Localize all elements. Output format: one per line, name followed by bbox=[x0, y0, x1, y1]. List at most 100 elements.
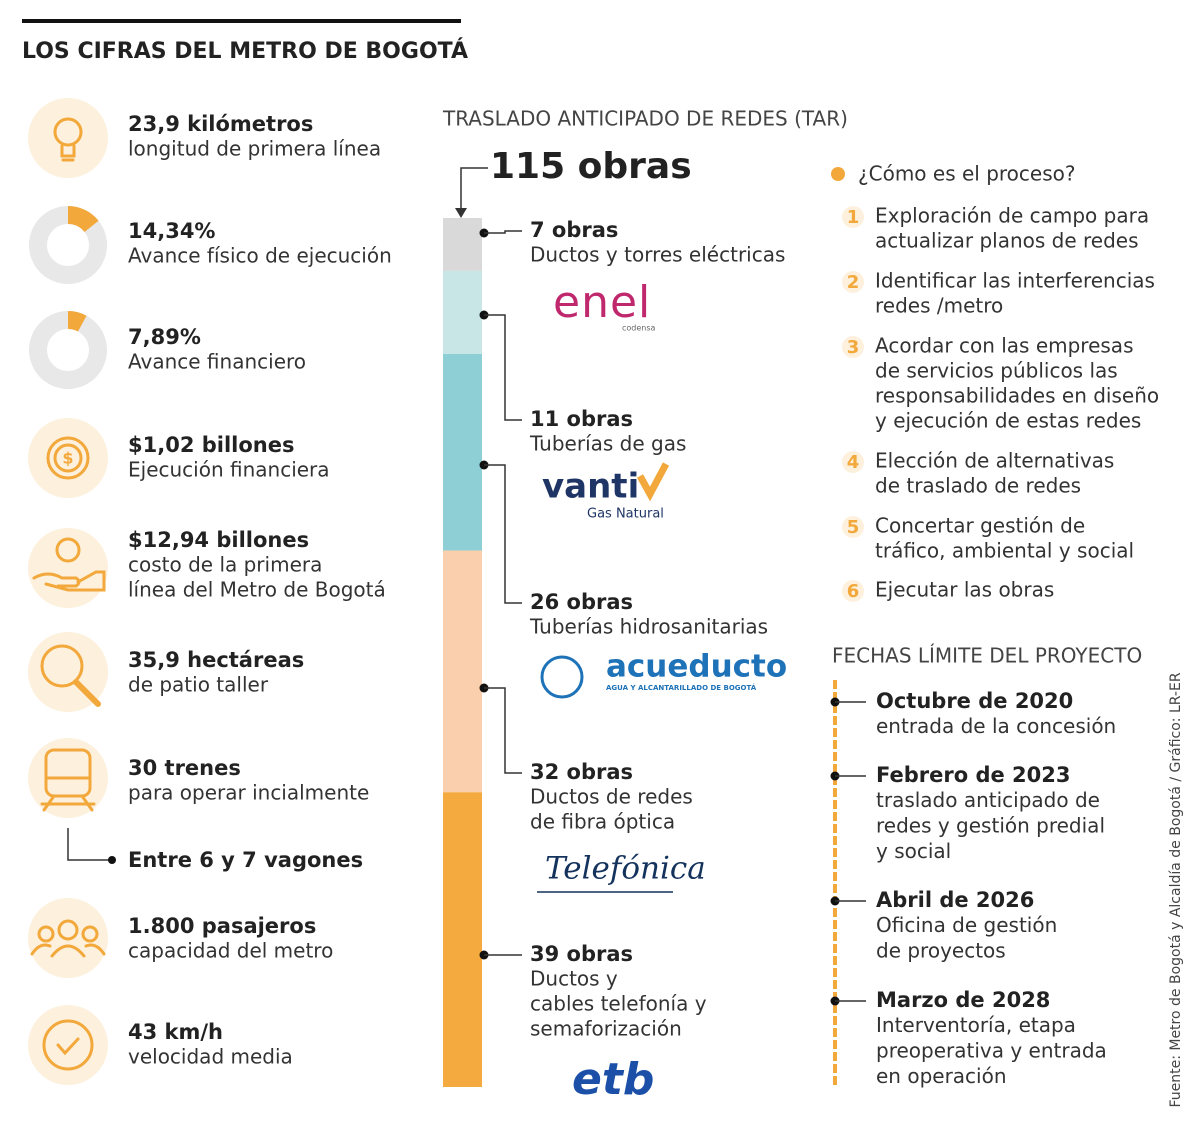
icon-shape bbox=[37, 925, 55, 943]
stat-headline: 30 trenes bbox=[128, 756, 241, 780]
logo-sub: AGUA Y ALCANTARILLADO DE BOGOTÁ bbox=[606, 683, 757, 692]
stat-icon bbox=[28, 528, 108, 608]
logo-sub: codensa bbox=[622, 324, 656, 333]
icon-shape bbox=[40, 776, 96, 812]
logo-sub: Gas Natural bbox=[587, 507, 664, 522]
tar-segment bbox=[443, 550, 482, 793]
deadline-date: Marzo de 2028 bbox=[876, 988, 1050, 1012]
step-badge bbox=[842, 451, 864, 473]
tar-total: 115 obras bbox=[490, 146, 692, 187]
icon-shape bbox=[46, 436, 90, 480]
step-text: Exploración de campo para bbox=[875, 204, 1149, 228]
segment-text: de fibra óptica bbox=[530, 810, 675, 834]
tar-segment bbox=[443, 792, 482, 1087]
icon-bg bbox=[28, 1005, 108, 1085]
step-number: 4 bbox=[847, 452, 860, 473]
stat-headline: 1.800 pasajeros bbox=[128, 914, 316, 938]
stat-text: Avance físico de ejecución bbox=[128, 244, 392, 268]
step-text: redes /metro bbox=[875, 294, 1003, 318]
icon-bg bbox=[28, 528, 108, 608]
step-badge bbox=[842, 206, 864, 228]
step-badge bbox=[842, 336, 864, 358]
step-badge bbox=[842, 271, 864, 293]
step-text: tráfico, ambiental y social bbox=[875, 539, 1134, 563]
icon-shape bbox=[40, 644, 84, 688]
deadline-text: y social bbox=[876, 839, 951, 863]
title-rule bbox=[22, 19, 461, 23]
stat-text: Ejecución financiera bbox=[128, 458, 330, 482]
step-number: 3 bbox=[847, 337, 860, 358]
connector bbox=[484, 464, 522, 604]
stat-icon bbox=[28, 898, 108, 978]
icon-shape bbox=[56, 1037, 80, 1056]
stat-icon bbox=[28, 1005, 108, 1085]
stat-headline: 43 km/h bbox=[128, 1020, 223, 1044]
icon-shape bbox=[32, 570, 106, 592]
stat-icon bbox=[28, 632, 108, 712]
segment-text: Tuberías hidrosanitarias bbox=[529, 615, 768, 639]
stat-headline: 35,9 hectáreas bbox=[128, 648, 304, 672]
step-number: 5 bbox=[847, 517, 860, 538]
logo: etb bbox=[572, 1054, 654, 1105]
icon-shape bbox=[53, 443, 83, 473]
step-text: Ejecutar las obras bbox=[875, 578, 1054, 602]
step-text: de servicios públicos las bbox=[875, 359, 1118, 383]
segment-text: Ductos y torres eléctricas bbox=[530, 243, 785, 267]
icon-bg bbox=[28, 418, 108, 498]
donut-arc bbox=[67, 311, 87, 332]
logo-check bbox=[636, 462, 670, 502]
segment-text: Tuberías de gas bbox=[529, 432, 686, 456]
segment-count: 11 obras bbox=[530, 407, 633, 431]
stat-icon bbox=[28, 738, 108, 818]
connector bbox=[484, 314, 522, 421]
connector bbox=[484, 687, 522, 774]
icon-shape bbox=[73, 679, 101, 707]
stat-headline: 14,34% bbox=[128, 219, 215, 243]
stat-headline: 7,89% bbox=[128, 325, 201, 349]
stat-text: costo de la primera bbox=[128, 553, 322, 577]
stat-text: Avance financiero bbox=[128, 350, 306, 374]
deadline-text: Oficina de gestión bbox=[876, 913, 1057, 937]
icon-shape bbox=[60, 144, 76, 162]
icon-shape bbox=[55, 537, 81, 563]
connector bbox=[484, 230, 522, 234]
donut-arc bbox=[67, 206, 99, 233]
step-text: Elección de alternativas bbox=[875, 449, 1114, 473]
step-text: responsabilidades en diseño bbox=[875, 384, 1159, 408]
step-badge bbox=[842, 580, 864, 602]
segment-text: cables telefonía y bbox=[530, 992, 707, 1016]
tar-segment bbox=[443, 354, 482, 551]
deadline-text: en operación bbox=[876, 1064, 1007, 1088]
note-connector bbox=[67, 828, 110, 861]
stat-text: velocidad media bbox=[128, 1045, 293, 1069]
deadline-text: de proyectos bbox=[876, 939, 1006, 963]
icon-shape bbox=[30, 943, 106, 958]
icon-shape bbox=[44, 748, 92, 798]
stat-text: línea del Metro de Bogotá bbox=[128, 578, 386, 602]
stat-headline: 23,9 kilómetros bbox=[128, 112, 313, 136]
segment-text: Ductos y bbox=[530, 967, 618, 991]
title: LOS CIFRAS DEL METRO DE BOGOTÁ bbox=[22, 38, 468, 64]
stat-note: Entre 6 y 7 vagones bbox=[128, 848, 363, 872]
tar-segment bbox=[443, 270, 482, 355]
deadline-date: Octubre de 2020 bbox=[876, 689, 1073, 713]
step-text: Identificar las interferencias bbox=[875, 269, 1155, 293]
deadline-text: preoperativa y entrada bbox=[876, 1039, 1107, 1063]
note-dot bbox=[108, 856, 116, 864]
stat-text: capacidad del metro bbox=[128, 939, 333, 963]
icon-shape bbox=[57, 919, 79, 941]
step-text: actualizar planos de redes bbox=[875, 229, 1139, 253]
stat-headline: $1,02 billones bbox=[128, 433, 294, 457]
logo: Telefónica bbox=[545, 851, 706, 887]
step-text: Concertar gestión de bbox=[875, 514, 1085, 538]
step-number: 2 bbox=[847, 272, 860, 293]
total-arrowhead bbox=[455, 208, 467, 218]
step-text: Acordar con las empresas bbox=[875, 334, 1134, 358]
segment-text: semaforización bbox=[530, 1017, 682, 1041]
stat-icon: $ bbox=[28, 418, 108, 498]
icon-bg bbox=[28, 98, 108, 178]
icon-glyph: $ bbox=[62, 449, 73, 468]
icon-shape bbox=[81, 925, 99, 943]
tar-title: TRASLADO ANTICIPADO DE REDES (TAR) bbox=[442, 107, 848, 131]
